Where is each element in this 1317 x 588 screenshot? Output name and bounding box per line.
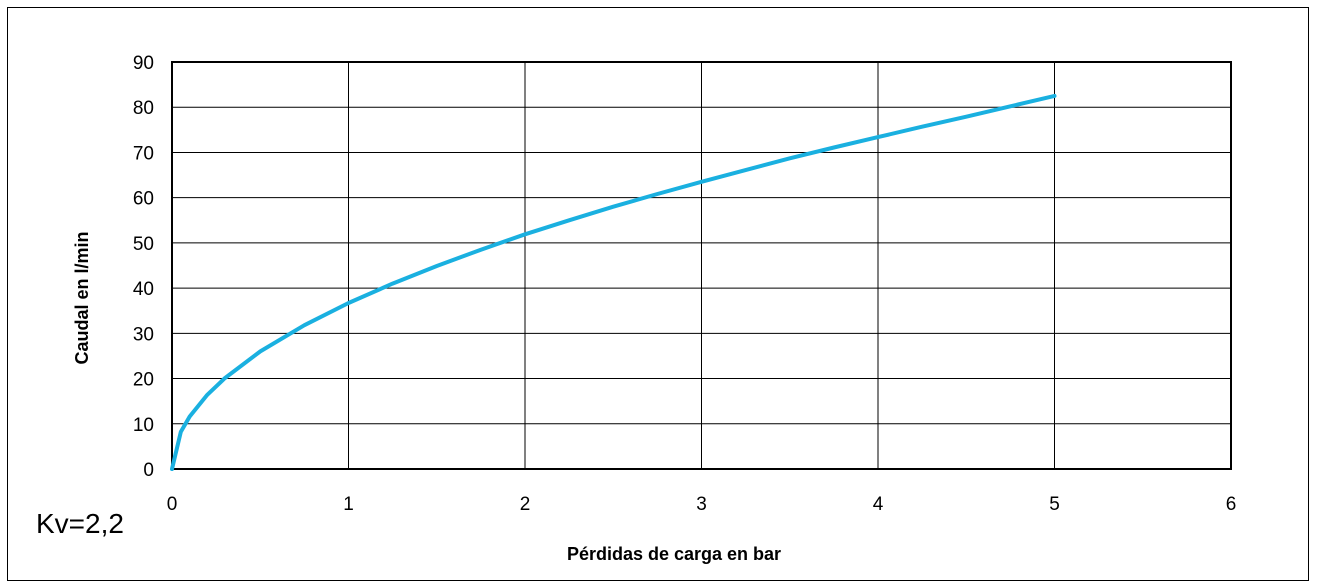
y-tick-label: 80 [133, 98, 154, 119]
y-tick-label: 0 [143, 460, 154, 481]
y-tick-label: 40 [133, 279, 154, 300]
flow-curve [170, 93, 1057, 471]
y-tick-label: 60 [133, 189, 154, 210]
y-axis-label: Caudal en l/min [72, 231, 92, 364]
x-tick-label: 6 [1226, 494, 1237, 515]
x-tick-label: 1 [343, 494, 354, 515]
x-tick-labels: 0 1 2 3 4 5 6 [167, 494, 1237, 515]
x-tick-label: 0 [167, 494, 178, 515]
y-tick-label: 70 [133, 143, 154, 164]
plot-area [171, 61, 1232, 470]
y-tick-label: 50 [133, 234, 154, 255]
grid-lines [172, 62, 1231, 469]
x-tick-label: 4 [873, 494, 884, 515]
y-tick-label: 10 [133, 415, 154, 436]
chart-frame [7, 7, 1309, 581]
x-tick-label: 3 [696, 494, 707, 515]
y-tick-label: 90 [133, 53, 154, 74]
x-axis-label: Pérdidas de carga en bar [567, 544, 781, 564]
y-tick-label: 30 [133, 324, 154, 345]
x-tick-label: 2 [520, 494, 531, 515]
kv-annotation: Kv=2,2 [36, 508, 124, 539]
y-tick-label: 20 [133, 370, 154, 391]
x-tick-label: 5 [1049, 494, 1060, 515]
y-tick-labels: 0 10 20 30 40 50 60 70 80 90 [133, 53, 154, 481]
